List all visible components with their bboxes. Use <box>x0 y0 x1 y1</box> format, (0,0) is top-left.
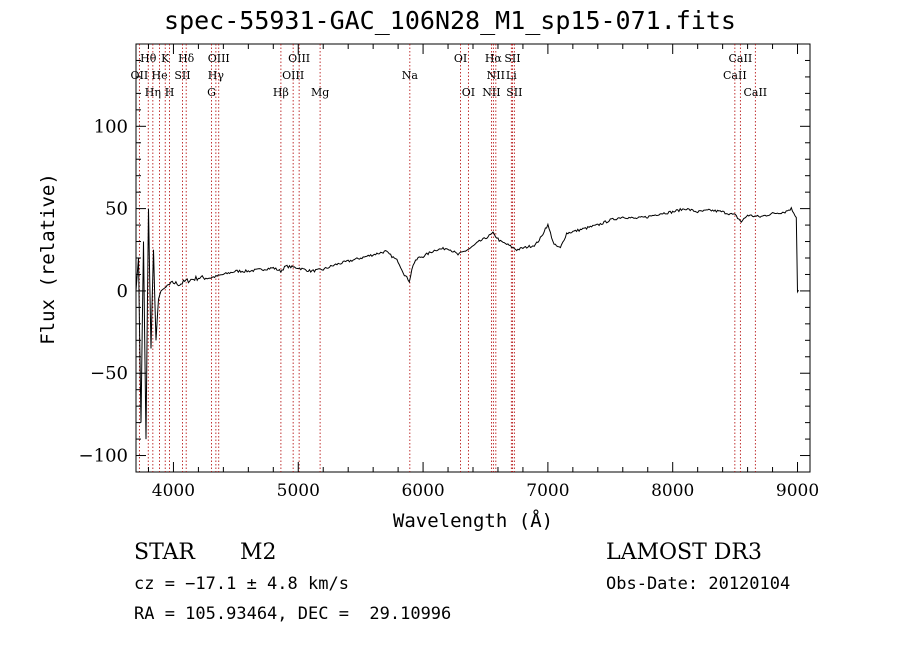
line-label: Na <box>402 69 419 82</box>
x-tick-label: 7000 <box>526 481 569 501</box>
line-label: SII <box>506 86 522 99</box>
line-label: OIII <box>208 52 230 65</box>
redshift-text: cz = −17.1 ± 4.8 km/s <box>134 574 349 594</box>
y-tick-label: −100 <box>79 446 128 467</box>
x-tick-label: 6000 <box>401 481 444 501</box>
line-label: OI <box>454 52 467 65</box>
chart-title: spec-55931-GAC_106N28_M1_sp15-071.fits <box>164 6 736 35</box>
x-tick-label: 4000 <box>152 481 195 501</box>
line-label: Hδ <box>178 52 195 65</box>
line-label: CaII <box>723 69 747 82</box>
line-label: CaII <box>729 52 753 65</box>
x-tick-label: 8000 <box>651 481 694 501</box>
survey-name: LAMOST DR3 <box>606 540 762 565</box>
y-tick-label: 50 <box>105 199 128 220</box>
x-tick-label: 9000 <box>776 481 819 501</box>
line-label: Hθ <box>140 52 157 65</box>
line-label: OIII <box>288 52 310 65</box>
line-label: Hβ <box>273 86 289 99</box>
line-label: Hη <box>145 86 161 99</box>
y-tick-label: 100 <box>94 116 128 137</box>
line-label: K <box>161 52 170 65</box>
line-label: OII <box>131 69 149 82</box>
obs-date: Obs-Date: 20120104 <box>606 574 791 594</box>
spectrum-line <box>135 206 799 440</box>
line-label: NII <box>487 69 505 82</box>
line-label: Li <box>506 69 517 82</box>
line-label: SII <box>174 69 190 82</box>
ra-dec: RA = 105.93464, DEC = 29.10996 <box>134 604 452 624</box>
line-label: Mg <box>311 86 329 99</box>
line-label: H <box>165 86 175 99</box>
x-tick-label: 5000 <box>277 481 320 501</box>
object-class: STAR <box>134 540 195 565</box>
y-axis-label: Flux (relative) <box>37 173 59 345</box>
line-label: OI <box>462 86 475 99</box>
line-label: CaII <box>743 86 767 99</box>
object-subclass: M2 <box>240 540 277 565</box>
line-labels: OII Hθ Hη He K H SII Hδ G Hγ OIII Hβ OIII OIII Mg Na OI O… <box>131 52 768 99</box>
x-axis-label: Wavelength (Å) <box>392 510 554 532</box>
y-tick-label: −50 <box>90 363 128 384</box>
line-label: OIII <box>282 69 304 82</box>
line-label: NII <box>482 86 500 99</box>
line-label: G <box>207 86 216 99</box>
line-label: SII <box>504 52 520 65</box>
line-label: Hγ <box>208 69 225 82</box>
emission-line-markers <box>138 44 756 472</box>
line-label: Hα <box>485 52 503 65</box>
axis-ticks: 4000 5000 6000 7000 8000 9000 −100 −50 0 50 100 <box>79 44 819 501</box>
plot-frame <box>135 43 811 473</box>
y-tick-label: 0 <box>117 281 128 302</box>
line-label: He <box>152 69 168 82</box>
